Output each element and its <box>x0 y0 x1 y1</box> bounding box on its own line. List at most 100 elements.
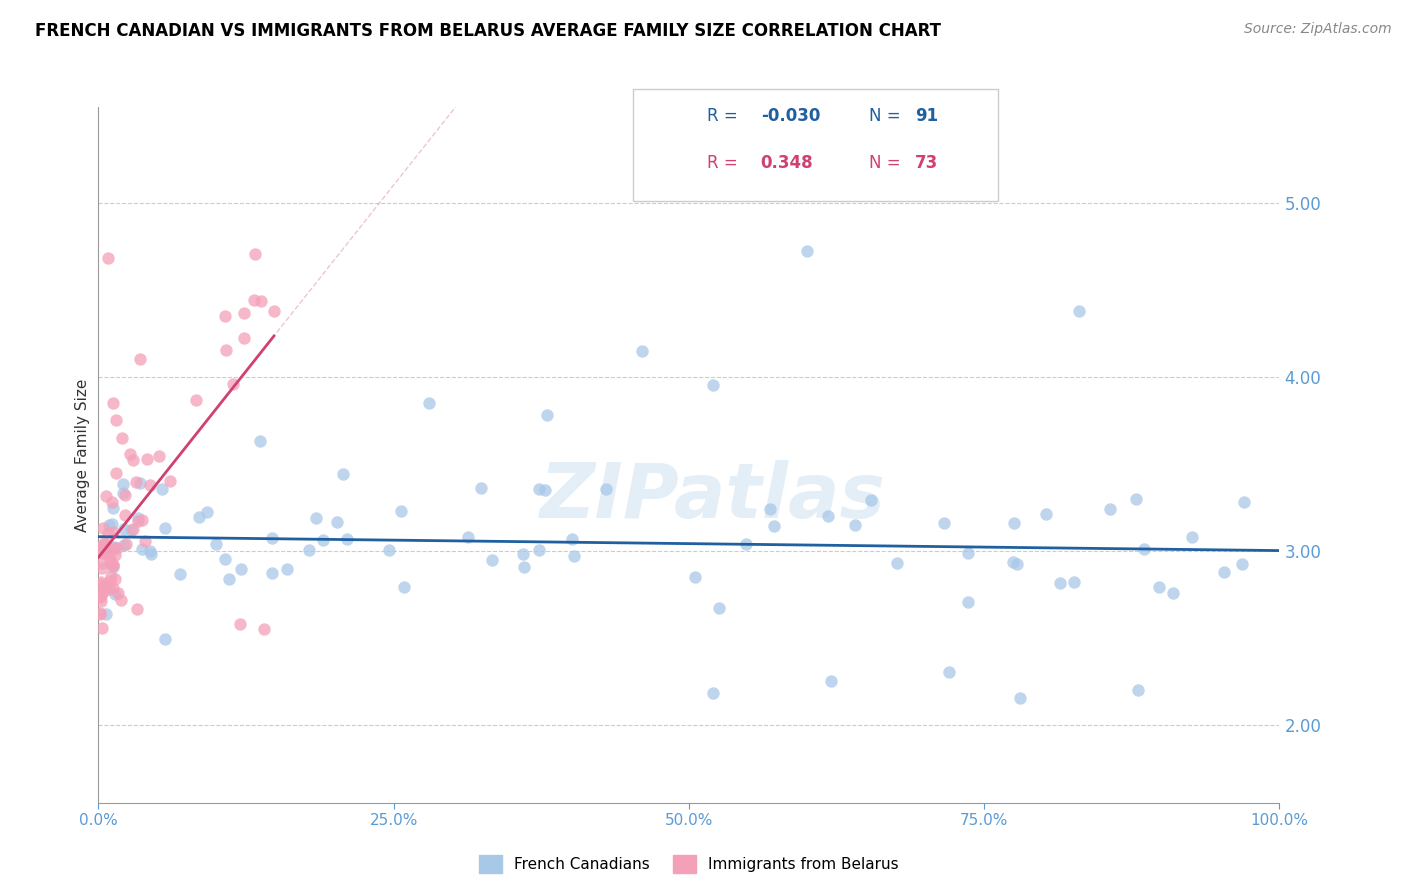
Point <box>595 482 617 496</box>
Point <box>100 516 122 531</box>
Text: N =: N = <box>869 154 900 172</box>
Point <box>91 560 114 574</box>
Point <box>114 488 136 502</box>
Point <box>105 413 128 427</box>
Point <box>89 606 111 620</box>
Point <box>98 551 121 566</box>
Point <box>326 515 349 529</box>
Point <box>527 542 550 557</box>
Point <box>91 556 114 570</box>
Point <box>97 546 120 560</box>
Point <box>229 562 252 576</box>
Point <box>957 595 980 609</box>
Point <box>260 566 283 580</box>
Point <box>125 475 148 489</box>
Point <box>820 674 842 689</box>
Point <box>94 545 117 559</box>
Point <box>249 434 271 449</box>
Point <box>533 483 555 497</box>
Point <box>262 532 284 546</box>
Text: 73: 73 <box>915 154 939 172</box>
Point <box>187 510 209 524</box>
Point <box>104 572 127 586</box>
Y-axis label: Average Family Size: Average Family Size <box>75 378 90 532</box>
Point <box>94 537 117 551</box>
Point <box>263 304 285 318</box>
Point <box>378 543 401 558</box>
Point <box>389 503 412 517</box>
Point <box>250 293 273 308</box>
Point <box>103 558 125 573</box>
Point <box>100 557 122 571</box>
Point <box>758 502 780 516</box>
Point <box>103 540 125 554</box>
Point <box>93 521 115 535</box>
Point <box>1001 555 1024 569</box>
Point <box>233 331 256 345</box>
Point <box>89 577 111 591</box>
Text: N =: N = <box>869 107 900 125</box>
Point <box>1049 576 1071 591</box>
Text: 0.348: 0.348 <box>761 154 813 172</box>
Point <box>817 508 839 523</box>
Text: 91: 91 <box>915 107 938 125</box>
Point <box>98 582 121 597</box>
Point <box>336 532 359 546</box>
Point <box>886 556 908 570</box>
Point <box>107 586 129 600</box>
Point <box>1233 495 1256 509</box>
Point <box>94 607 117 622</box>
Point <box>93 536 115 550</box>
Point <box>94 580 117 594</box>
Point <box>93 538 115 552</box>
Point <box>298 543 321 558</box>
Text: ZIPatlas: ZIPatlas <box>540 459 886 533</box>
Point <box>91 546 114 560</box>
Point <box>253 622 276 636</box>
Point <box>1180 530 1202 544</box>
Point <box>1005 557 1028 571</box>
Text: R =: R = <box>707 154 738 172</box>
Point <box>101 560 124 574</box>
Point <box>105 541 128 556</box>
Point <box>561 533 583 547</box>
Point <box>702 378 724 392</box>
Point <box>135 452 157 467</box>
Text: Source: ZipAtlas.com: Source: ZipAtlas.com <box>1244 22 1392 37</box>
Point <box>630 343 652 358</box>
Point <box>844 518 866 533</box>
Point <box>218 572 240 586</box>
Point <box>122 522 145 536</box>
Point <box>98 574 121 588</box>
Point <box>702 686 724 700</box>
Point <box>481 553 503 567</box>
Point <box>457 530 479 544</box>
Text: -0.030: -0.030 <box>761 107 820 125</box>
Point <box>1125 492 1147 507</box>
Point <box>229 616 252 631</box>
Point <box>101 501 124 516</box>
Point <box>111 477 134 491</box>
Point <box>934 516 956 530</box>
Point <box>128 352 150 367</box>
Point <box>104 587 127 601</box>
Point <box>91 584 114 599</box>
Point <box>90 541 112 555</box>
Point <box>131 541 153 556</box>
Point <box>536 408 558 422</box>
Point <box>859 493 882 508</box>
Point <box>96 489 118 503</box>
Point <box>138 477 160 491</box>
Point <box>101 396 124 410</box>
Point <box>101 582 124 596</box>
Point <box>122 452 145 467</box>
Point <box>305 511 328 525</box>
Point <box>91 545 114 559</box>
Point <box>114 508 136 522</box>
Point <box>245 247 267 261</box>
Text: R =: R = <box>707 107 738 125</box>
Legend: French Canadians, Immigrants from Belarus: French Canadians, Immigrants from Belaru… <box>472 849 905 879</box>
Point <box>332 467 354 482</box>
Point <box>1126 682 1149 697</box>
Point <box>734 537 756 551</box>
